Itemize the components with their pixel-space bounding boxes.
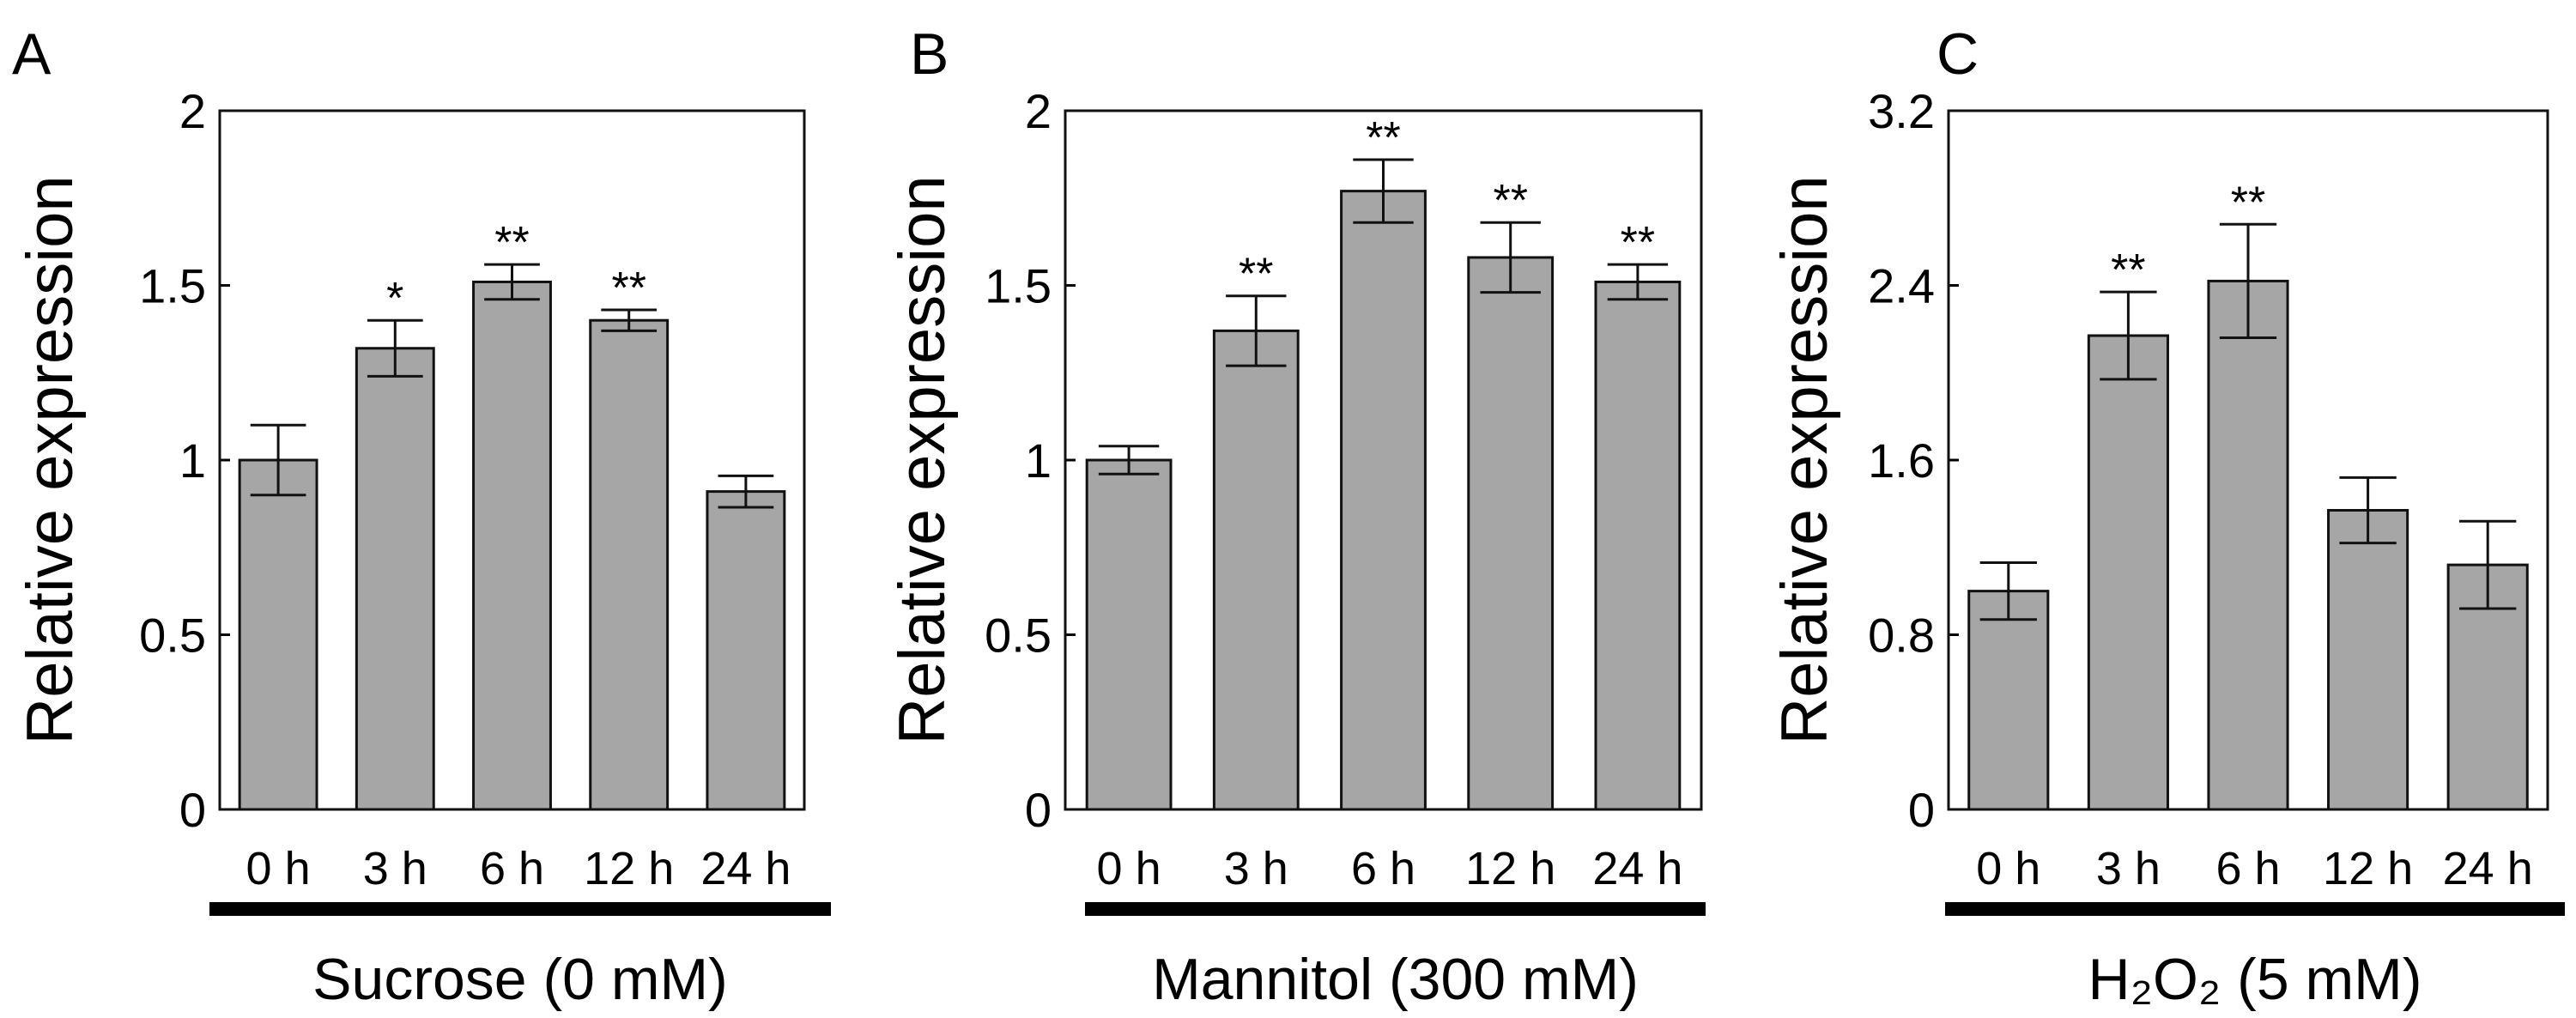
bar-12h <box>589 318 670 811</box>
significance-marker: ** <box>611 264 646 313</box>
x-tick-label: 12 h <box>2323 843 2413 894</box>
y-tick-label: 2.4 <box>1868 259 1935 313</box>
plot-frame <box>1947 109 2549 811</box>
panel-b: B Relative expression 0 0.5 1 1.5 2 0 h ** 3 h ** 6… <box>886 21 1706 1012</box>
bar-6h <box>2207 279 2289 811</box>
treatment-bar <box>209 902 831 916</box>
x-tick-label: 12 h <box>1465 843 1555 894</box>
x-tick-label: 3 h <box>2096 843 2161 894</box>
y-tick-label: 1 <box>1025 433 1052 488</box>
x-tick-label: 3 h <box>1224 843 1288 894</box>
x-tick-label: 12 h <box>584 843 674 894</box>
significance-marker: ** <box>2111 245 2145 295</box>
y-tick-label: 0 <box>179 783 206 837</box>
bar-3h <box>355 347 435 811</box>
significance-marker: * <box>386 274 403 324</box>
y-tick-label: 1.5 <box>139 259 206 313</box>
x-tick-label: 6 h <box>480 843 544 894</box>
panel-letter: A <box>12 21 52 87</box>
x-tick-label: 24 h <box>2443 843 2533 894</box>
y-tick-label: 1.6 <box>1868 433 1935 488</box>
significance-marker: ** <box>1239 250 1273 300</box>
y-tick-label: 3.2 <box>1868 84 1935 138</box>
y-axis-label: Relative expression <box>886 175 959 744</box>
x-tick-label: 0 h <box>1097 843 1161 894</box>
plot-frame <box>218 109 806 811</box>
significance-marker: ** <box>1621 218 1655 268</box>
y-axis-label: Relative expression <box>14 175 87 744</box>
x-tick-label: 0 h <box>1976 843 2040 894</box>
x-tick-label: 6 h <box>2215 843 2280 894</box>
panel-a: A Relative expression 0 0.5 1 1.5 2 0 h * 3 h ** 6 … <box>12 21 831 1012</box>
bar-6h <box>472 280 552 811</box>
treatment-bar <box>1085 902 1706 916</box>
bar-24h <box>1594 280 1682 811</box>
significance-marker: ** <box>1493 176 1527 226</box>
treatment-bar <box>1945 902 2565 916</box>
y-tick-label: 2 <box>1025 84 1052 138</box>
bar-12h <box>1467 256 1555 811</box>
y-tick-label: 0.5 <box>985 609 1052 663</box>
significance-marker: ** <box>2231 178 2265 227</box>
x-tick-label: 24 h <box>700 843 791 894</box>
x-tick-label: 3 h <box>363 843 427 894</box>
significance-marker: ** <box>1366 113 1400 163</box>
y-tick-label: 0 <box>1025 783 1052 837</box>
x-axis-label: Sucrose (0 mM) <box>312 947 728 1012</box>
significance-marker: ** <box>494 218 529 268</box>
bar-0h <box>1085 458 1173 811</box>
y-tick-label: 0.5 <box>139 609 206 663</box>
plot-frame <box>1064 109 1703 811</box>
y-tick-label: 0.8 <box>1868 609 1935 663</box>
x-axis-label: Mannitol (300 mM) <box>1152 947 1639 1012</box>
bar-0h <box>1967 590 2050 811</box>
bar-3h <box>2087 334 2169 811</box>
y-tick-label: 2 <box>179 84 206 138</box>
panel-letter: B <box>910 21 949 87</box>
panel-c: C Relative expression 0 0.8 1.6 2.4 3.2 0 h ** 3 … <box>1768 21 2565 1012</box>
bar-24h <box>706 490 786 811</box>
bar-12h <box>2327 509 2409 811</box>
bar-0h <box>238 458 318 811</box>
x-tick-label: 0 h <box>246 843 311 894</box>
bar-3h <box>1212 329 1300 811</box>
x-axis-label: H₂O₂ (5 mM) <box>2088 947 2422 1012</box>
x-tick-label: 24 h <box>1592 843 1682 894</box>
y-tick-label: 1.5 <box>985 259 1052 313</box>
y-tick-label: 0 <box>1908 783 1935 837</box>
bar-6h <box>1340 190 1427 811</box>
x-tick-label: 6 h <box>1351 843 1415 894</box>
y-tick-label: 1 <box>179 433 206 488</box>
y-axis-label: Relative expression <box>1768 175 1841 744</box>
panel-letter: C <box>1937 21 1979 87</box>
